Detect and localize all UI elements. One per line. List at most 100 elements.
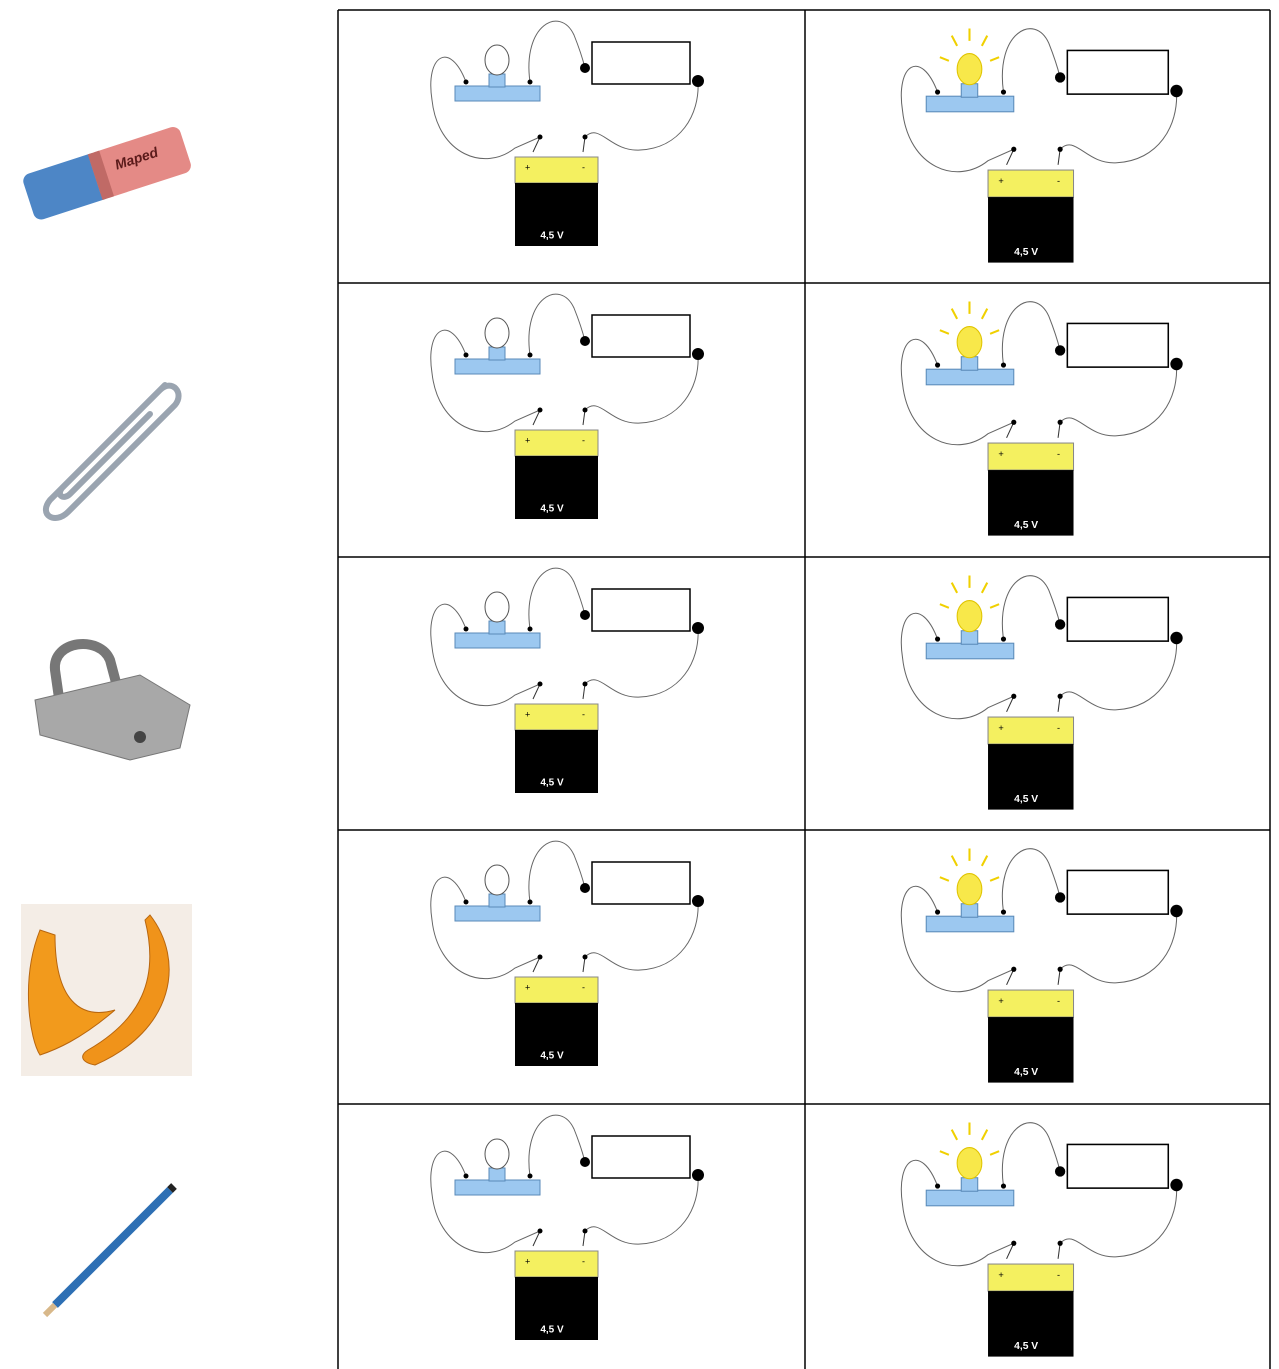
terminal <box>1057 1240 1063 1246</box>
lamp-socket <box>960 630 979 645</box>
battery-minus: - <box>1057 176 1060 186</box>
terminal <box>537 407 543 413</box>
wire <box>900 65 1014 173</box>
terminal <box>582 134 588 140</box>
switch-lead <box>1006 696 1015 713</box>
switch-lead <box>582 1230 586 1247</box>
battery-body <box>988 470 1074 536</box>
test-box <box>591 314 691 358</box>
wire <box>1059 910 1178 984</box>
light-ray <box>989 876 1000 882</box>
light-ray <box>980 855 989 867</box>
clip <box>580 883 590 893</box>
lamp-base <box>925 915 1015 933</box>
light-ray <box>939 329 950 335</box>
bulb <box>956 326 983 359</box>
battery-voltage: 4,5 V <box>1014 520 1038 531</box>
terminal <box>1057 693 1063 699</box>
lamp-socket <box>960 83 979 98</box>
clip <box>1170 631 1183 645</box>
terminal <box>1011 419 1017 425</box>
battery-minus: - <box>582 1256 585 1266</box>
lamp-base <box>925 1189 1015 1207</box>
wire <box>528 840 586 903</box>
battery-minus: - <box>1057 996 1060 1006</box>
wire <box>1059 1184 1178 1258</box>
circuit-on: + - 4,5 V <box>900 301 1183 536</box>
lamp-base <box>454 1179 541 1196</box>
switch-lead <box>1006 149 1015 166</box>
battery-minus: - <box>582 982 585 992</box>
circuit-on: + - 4,5 V <box>900 848 1183 1083</box>
lamp-socket <box>488 1167 506 1182</box>
bulb <box>956 873 983 906</box>
terminal <box>1000 89 1007 95</box>
clip <box>692 75 704 87</box>
wire <box>1001 301 1061 366</box>
lamp-base <box>454 85 541 102</box>
lamp-base <box>454 632 541 649</box>
clip <box>1054 345 1066 356</box>
bulb <box>484 591 510 623</box>
circuit-off: + - 4,5 V <box>430 293 704 519</box>
terminal <box>1000 362 1007 368</box>
terminal <box>1011 146 1017 152</box>
light-ray <box>980 582 989 594</box>
light-ray <box>939 56 950 62</box>
terminal <box>527 899 533 905</box>
terminal <box>463 79 469 85</box>
wire <box>584 627 699 698</box>
switch-lead <box>582 409 586 426</box>
light-ray <box>980 1129 989 1141</box>
wire <box>430 1150 541 1253</box>
battery-top <box>514 703 599 731</box>
terminal <box>463 626 469 632</box>
wire <box>430 876 541 979</box>
wire <box>1001 1122 1061 1187</box>
terminal <box>527 1173 533 1179</box>
circuit-off: + - 4,5 V <box>430 1114 704 1340</box>
battery-plus: + <box>525 982 530 992</box>
battery-top <box>987 1263 1075 1292</box>
clip <box>1170 357 1183 371</box>
battery-plus: + <box>525 162 530 172</box>
lamp-socket <box>488 73 506 88</box>
switch-lead <box>582 683 586 700</box>
switch-lead <box>582 956 586 973</box>
light-ray <box>939 1150 950 1156</box>
switch-lead <box>532 956 541 973</box>
battery-voltage: 4,5 V <box>1014 794 1038 805</box>
lamp-base <box>454 358 541 375</box>
battery-plus: + <box>525 1256 530 1266</box>
wire <box>430 329 541 432</box>
switch-lead <box>1006 422 1015 439</box>
bulb <box>956 53 983 86</box>
lamp-socket <box>960 1177 979 1192</box>
lamp-base <box>454 905 541 922</box>
terminal <box>582 1228 588 1234</box>
battery-body <box>515 456 598 519</box>
light-ray <box>939 603 950 609</box>
terminal <box>934 636 941 642</box>
wire <box>900 612 1014 720</box>
clip <box>692 348 704 360</box>
test-box <box>1066 869 1170 915</box>
battery-minus: - <box>1057 1270 1060 1280</box>
terminal <box>582 954 588 960</box>
test-box <box>591 1135 691 1179</box>
terminal <box>527 626 533 632</box>
wire <box>900 338 1014 446</box>
terminal <box>934 362 941 368</box>
light-ray <box>989 1150 1000 1156</box>
battery-top <box>987 169 1075 198</box>
wire <box>1001 848 1061 913</box>
battery-body <box>988 1017 1074 1083</box>
battery-voltage: 4,5 V <box>540 231 564 242</box>
battery-voltage: 4,5 V <box>1014 1067 1038 1078</box>
terminal <box>537 1228 543 1234</box>
battery-minus: - <box>582 709 585 719</box>
battery-plus: + <box>525 709 530 719</box>
lamp-socket <box>488 346 506 361</box>
terminal <box>537 681 543 687</box>
